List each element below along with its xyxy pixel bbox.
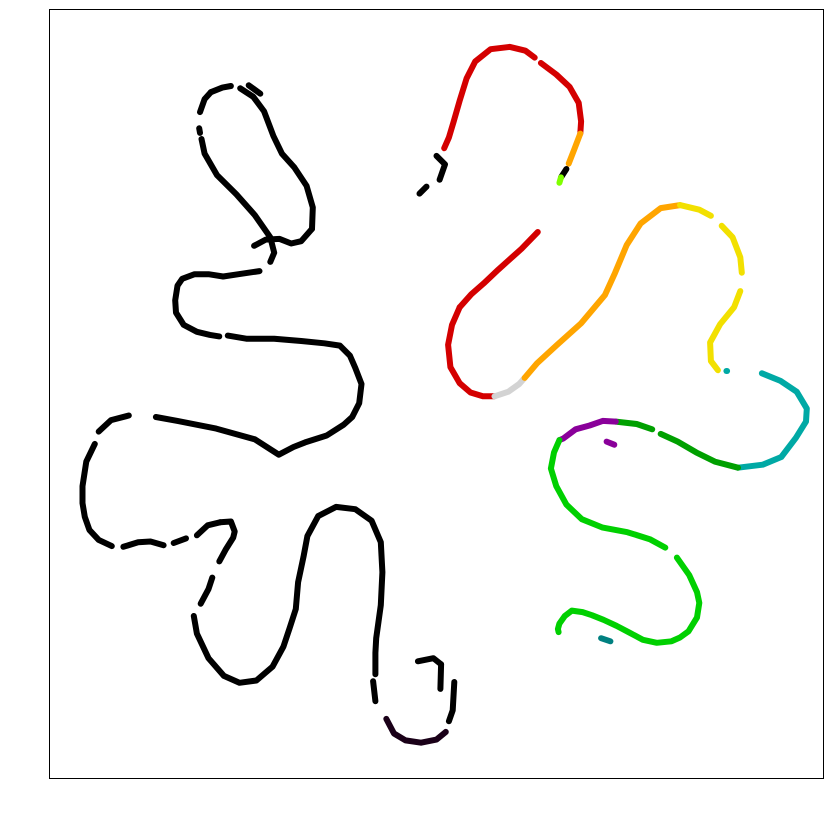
- point-cluster-17: [237, 85, 316, 232]
- point-cluster-1: [383, 715, 449, 746]
- point-cluster-8: [193, 519, 224, 539]
- point-cluster-40: [612, 418, 656, 433]
- point-cluster-12: [95, 412, 132, 435]
- point-cluster-23: [416, 183, 430, 197]
- point-cluster-36: [707, 288, 744, 374]
- point-cluster-32: [491, 374, 528, 400]
- point-cluster-16: [251, 225, 315, 249]
- point-cluster-7: [216, 518, 238, 565]
- point-cluster-45: [598, 635, 614, 645]
- point-cluster-26: [537, 60, 585, 137]
- point-cluster-33: [521, 202, 683, 381]
- point-cluster-22: [198, 136, 278, 265]
- point-cluster-3: [414, 655, 445, 668]
- point-cluster-34: [677, 202, 714, 219]
- point-cluster-27: [565, 130, 584, 167]
- point-cluster-15: [220, 268, 263, 280]
- point-cluster-25: [441, 43, 538, 152]
- point-cluster-42: [547, 437, 669, 551]
- data-points: [79, 43, 810, 746]
- point-cluster-13: [152, 332, 365, 458]
- point-cluster-6: [197, 574, 216, 607]
- point-cluster-38: [735, 370, 810, 471]
- point-cluster-20: [197, 89, 214, 116]
- point-cluster-11: [79, 440, 115, 550]
- point-cluster-5: [190, 503, 386, 686]
- point-cluster-24: [433, 152, 448, 183]
- point-cluster-21: [196, 125, 203, 136]
- point-cluster-9: [170, 535, 189, 546]
- point-cluster-14: [172, 271, 227, 340]
- point-cluster-30: [456, 229, 541, 311]
- point-cluster-44: [603, 438, 618, 448]
- point-cluster-43: [554, 554, 703, 646]
- plot-frame: [49, 9, 824, 779]
- point-cluster-10: [120, 538, 167, 550]
- point-cluster-0: [445, 679, 458, 725]
- point-cluster-41: [556, 417, 619, 444]
- point-cluster-35: [718, 222, 745, 276]
- point-cluster-2: [437, 661, 445, 692]
- point-cluster-29: [556, 174, 564, 186]
- point-cluster-31: [445, 304, 498, 400]
- point-cluster-19: [245, 82, 264, 97]
- point-cluster-39: [657, 430, 741, 471]
- point-cluster-4: [370, 678, 379, 705]
- point-cluster-18: [207, 83, 234, 96]
